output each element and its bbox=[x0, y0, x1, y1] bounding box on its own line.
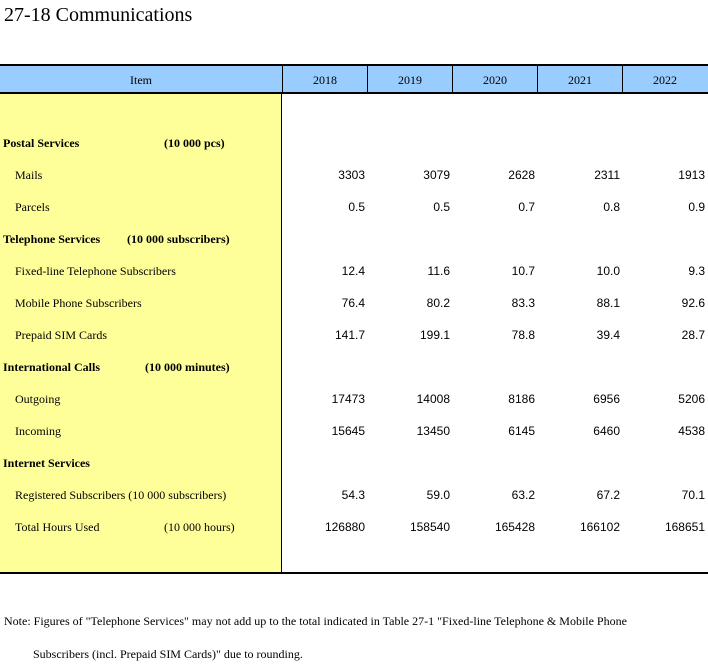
header-year-2019: 2019 bbox=[398, 73, 422, 87]
table-row: Parcels 0.5 0.5 0.7 0.8 0.9 bbox=[0, 200, 708, 220]
unit-label: (10 000 subscribers) bbox=[127, 232, 230, 246]
section-label: International Calls bbox=[3, 360, 101, 374]
row-label: Total Hours Used bbox=[15, 520, 100, 534]
row-label: Incoming bbox=[15, 424, 61, 438]
value-cell: 126880 bbox=[324, 520, 365, 534]
table-row: Incoming 15645 13450 6145 6460 4538 bbox=[0, 424, 708, 444]
value-cell: 0.8 bbox=[603, 200, 620, 214]
table-header: Item 2018 2019 2020 2021 2022 bbox=[0, 64, 708, 94]
table-row: Outgoing 17473 14008 8186 6956 5206 bbox=[0, 392, 708, 412]
value-cell: 165428 bbox=[494, 520, 535, 534]
unit-label: (10 000 minutes) bbox=[145, 360, 230, 374]
unit-label: (10 000 pcs) bbox=[164, 136, 225, 150]
value-cell: 11.6 bbox=[427, 264, 450, 278]
row-label: Fixed-line Telephone Subscribers bbox=[15, 264, 176, 278]
value-cell: 80.2 bbox=[426, 296, 450, 310]
table-row: Mobile Phone Subscribers 76.4 80.2 83.3 88.1… bbox=[0, 296, 708, 316]
value-cell: 59.0 bbox=[426, 488, 450, 502]
value-cell: 2311 bbox=[594, 168, 620, 182]
footnote-line-1: Note: Figures of "Telephone Services" ma… bbox=[4, 614, 627, 628]
footnote-line-2: Subscribers (incl. Prepaid SIM Cards)" d… bbox=[33, 647, 303, 661]
value-cell: 0.9 bbox=[688, 200, 705, 214]
item-column-highlight bbox=[0, 94, 282, 572]
table-row: Mails 3303 3079 2628 2311 1913 bbox=[0, 168, 708, 188]
header-year-2022: 2022 bbox=[653, 73, 677, 87]
value-cell: 14008 bbox=[416, 392, 450, 406]
section-row: Postal Services (10 000 pcs) bbox=[0, 136, 708, 156]
value-cell: 141.7 bbox=[334, 328, 365, 342]
value-cell: 3079 bbox=[423, 168, 450, 182]
header-year-2018: 2018 bbox=[313, 73, 337, 87]
value-cell: 0.5 bbox=[433, 200, 450, 214]
value-cell: 12.4 bbox=[341, 264, 365, 278]
page-title: 27-18 Communications bbox=[4, 4, 193, 26]
row-label: Mobile Phone Subscribers bbox=[15, 296, 142, 310]
section-row: Telephone Services (10 000 subscribers) bbox=[0, 232, 708, 252]
value-cell: 0.5 bbox=[348, 200, 365, 214]
table-row: Prepaid SIM Cards 141.7 199.1 78.8 39.4 28.7 bbox=[0, 328, 708, 348]
section-label: Internet Services bbox=[3, 456, 90, 470]
value-cell: 76.4 bbox=[341, 296, 365, 310]
section-label: Telephone Services bbox=[3, 232, 101, 246]
value-cell: 168651 bbox=[664, 520, 705, 534]
value-cell: 5206 bbox=[678, 392, 705, 406]
value-cell: 4538 bbox=[678, 424, 705, 438]
value-cell: 3303 bbox=[338, 168, 365, 182]
value-cell: 199.1 bbox=[419, 328, 450, 342]
table-row: Fixed-line Telephone Subscribers 12.4 11.6… bbox=[0, 264, 708, 284]
value-cell: 54.3 bbox=[341, 488, 365, 502]
value-cell: 78.8 bbox=[511, 328, 535, 342]
row-label: Registered Subscribers (10 000 subscribe… bbox=[15, 488, 227, 502]
value-cell: 10.0 bbox=[596, 264, 620, 278]
value-cell: 6460 bbox=[593, 424, 620, 438]
row-label: Prepaid SIM Cards bbox=[15, 328, 107, 342]
value-cell: 70.1 bbox=[681, 488, 705, 502]
row-label: Parcels bbox=[15, 200, 50, 214]
value-cell: 2628 bbox=[508, 168, 535, 182]
section-label: Postal Services bbox=[3, 136, 80, 150]
table-bottom-rule bbox=[0, 572, 708, 574]
value-cell: 6956 bbox=[593, 392, 620, 406]
value-cell: 10.7 bbox=[511, 264, 535, 278]
value-cell: 9.3 bbox=[688, 264, 705, 278]
value-cell: 88.1 bbox=[596, 296, 620, 310]
header-year-2021: 2021 bbox=[568, 73, 592, 87]
value-cell: 17473 bbox=[331, 392, 365, 406]
value-cell: 0.7 bbox=[518, 200, 535, 214]
row-label: Mails bbox=[15, 168, 43, 182]
row-label: Outgoing bbox=[15, 392, 61, 406]
value-cell: 13450 bbox=[416, 424, 450, 438]
header-item: Item bbox=[130, 73, 152, 87]
value-cell: 1913 bbox=[678, 168, 705, 182]
table-row: Total Hours Used (10 000 hours) 126880 1585… bbox=[0, 520, 708, 540]
value-cell: 8186 bbox=[508, 392, 535, 406]
header-divider bbox=[452, 66, 453, 92]
header-divider bbox=[282, 66, 283, 92]
communications-table: Item 2018 2019 2020 2021 2022 Postal Ser… bbox=[0, 64, 708, 574]
section-row: Internet Services bbox=[0, 456, 708, 476]
section-row: International Calls (10 000 minutes) bbox=[0, 360, 708, 380]
value-cell: 166102 bbox=[579, 520, 620, 534]
unit-label: (10 000 hours) bbox=[164, 520, 235, 534]
value-cell: 15645 bbox=[331, 424, 365, 438]
header-divider bbox=[537, 66, 538, 92]
value-cell: 39.4 bbox=[596, 328, 620, 342]
value-cell: 92.6 bbox=[681, 296, 705, 310]
table-row: Registered Subscribers (10 000 subscribe… bbox=[0, 488, 708, 508]
header-year-2020: 2020 bbox=[483, 73, 507, 87]
value-cell: 67.2 bbox=[596, 488, 620, 502]
value-cell: 83.3 bbox=[511, 296, 535, 310]
value-cell: 63.2 bbox=[511, 488, 535, 502]
header-divider bbox=[622, 66, 623, 92]
header-divider bbox=[367, 66, 368, 92]
value-cell: 28.7 bbox=[681, 328, 705, 342]
value-cell: 158540 bbox=[409, 520, 450, 534]
value-cell: 6145 bbox=[508, 424, 535, 438]
